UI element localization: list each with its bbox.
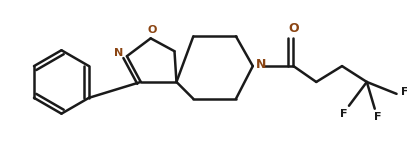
Text: O: O: [288, 22, 299, 35]
Text: O: O: [148, 25, 158, 35]
Text: F: F: [401, 87, 407, 97]
Text: N: N: [256, 58, 266, 71]
Text: N: N: [114, 48, 124, 58]
Text: F: F: [374, 112, 381, 122]
Text: F: F: [340, 109, 348, 119]
